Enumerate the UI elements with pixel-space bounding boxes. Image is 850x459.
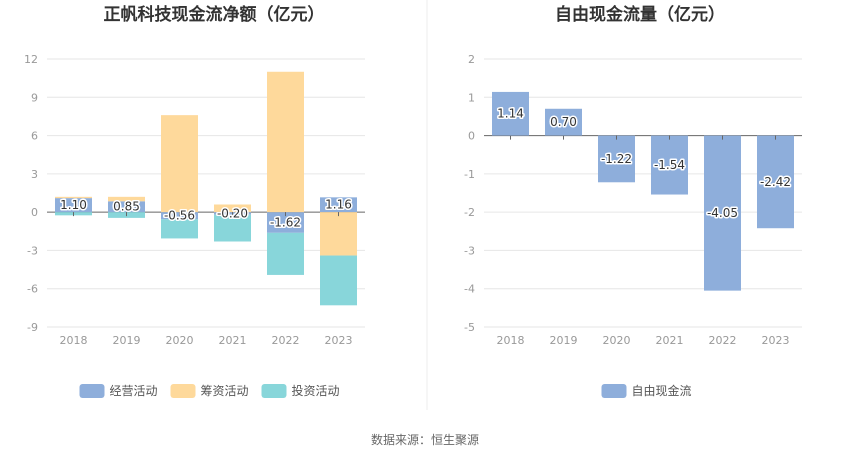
left-x-tick-label: 2020: [166, 334, 194, 347]
left-bar-series-2: [108, 196, 145, 202]
right-y-tick-label: 2: [468, 53, 475, 66]
left-legend-swatch: [261, 384, 287, 398]
right-data-label: -4.05: [707, 206, 738, 220]
left-bar-series-1: [108, 201, 145, 213]
right-x-tick-label: 2020: [603, 334, 631, 347]
left-bar-series-2: [55, 196, 92, 199]
right-x-tick-label: 2023: [762, 334, 790, 347]
left-chart-title: 正帆科技现金流净额（亿元）: [104, 4, 325, 25]
left-bar-series-1: [55, 198, 92, 213]
left-y-tick-label: -9: [27, 321, 38, 334]
data-source: 数据来源：恒生聚源: [371, 432, 479, 447]
left-data-label: -0.20: [217, 206, 248, 220]
right-data-label: -1.22: [601, 152, 632, 166]
right-data-label: 0.70: [550, 115, 577, 129]
right-bar-series-1: [651, 135, 688, 195]
left-data-label: 1.16: [325, 198, 352, 212]
left-bar-series-3: [267, 232, 304, 275]
left-legend-label: 筹资活动: [201, 384, 249, 398]
right-x-tick-label: 2019: [550, 334, 578, 347]
right-y-tick-label: -4: [464, 283, 475, 296]
left-y-tick-label: 0: [31, 206, 38, 219]
right-chart-title: 自由现金流量（亿元）: [555, 4, 725, 25]
right-y-tick-label: -2: [464, 206, 475, 219]
left-y-tick-label: 9: [31, 91, 38, 104]
right-y-tick-label: -3: [464, 244, 475, 257]
left-y-tick-label: 12: [24, 53, 38, 66]
right-y-tick-label: -1: [464, 168, 475, 181]
right-legend-label: 自由现金流: [632, 383, 692, 398]
left-x-tick-label: 2018: [60, 334, 88, 347]
left-bar-series-1: [320, 197, 357, 213]
left-data-label: 0.85: [113, 200, 140, 214]
left-x-tick-label: 2022: [272, 334, 300, 347]
right-bar-series-1: [492, 91, 529, 136]
right-x-tick-label: 2018: [497, 334, 525, 347]
left-bar-series-1: [267, 212, 304, 233]
left-x-tick-label: 2023: [325, 334, 353, 347]
right-bar-series-1: [545, 108, 582, 136]
right-bar-series-1: [704, 135, 741, 291]
right-x-tick-label: 2021: [656, 334, 684, 347]
left-data-label: -1.62: [270, 215, 301, 229]
right-x-tick-label: 2022: [709, 334, 737, 347]
left-bar-series-2: [214, 204, 251, 213]
left-bar-series-2: [267, 71, 304, 213]
right-data-label: 1.14: [497, 107, 524, 121]
left-data-label: -0.56: [164, 209, 195, 223]
left-legend-label: 投资活动: [292, 383, 340, 398]
right-y-tick-label: 1: [468, 91, 475, 104]
left-bar-series-2: [320, 212, 357, 256]
left-bar-series-3: [161, 219, 198, 239]
left-bar-series-3: [320, 255, 357, 306]
left-legend-swatch: [170, 384, 196, 398]
left-legend-swatch: [79, 384, 105, 398]
left-y-tick-label: -3: [27, 244, 38, 257]
right-y-tick-label: 0: [468, 130, 475, 143]
left-legend-label: 经营活动: [110, 384, 158, 398]
left-y-tick-label: 3: [31, 168, 38, 181]
right-data-label: -2.42: [760, 175, 791, 189]
left-bar-series-2: [161, 115, 198, 213]
right-data-label: -1.54: [654, 158, 685, 172]
right-y-tick-label: -5: [464, 321, 475, 334]
left-y-tick-label: 6: [31, 130, 38, 143]
left-x-tick-label: 2019: [113, 334, 141, 347]
left-x-tick-label: 2021: [219, 334, 247, 347]
left-y-tick-label: -6: [27, 283, 38, 296]
left-data-label: 1.10: [60, 198, 87, 212]
left-bar-series-3: [214, 214, 251, 242]
right-legend-swatch: [601, 384, 627, 398]
right-bar-series-1: [757, 135, 794, 229]
right-bar-series-1: [598, 135, 635, 183]
